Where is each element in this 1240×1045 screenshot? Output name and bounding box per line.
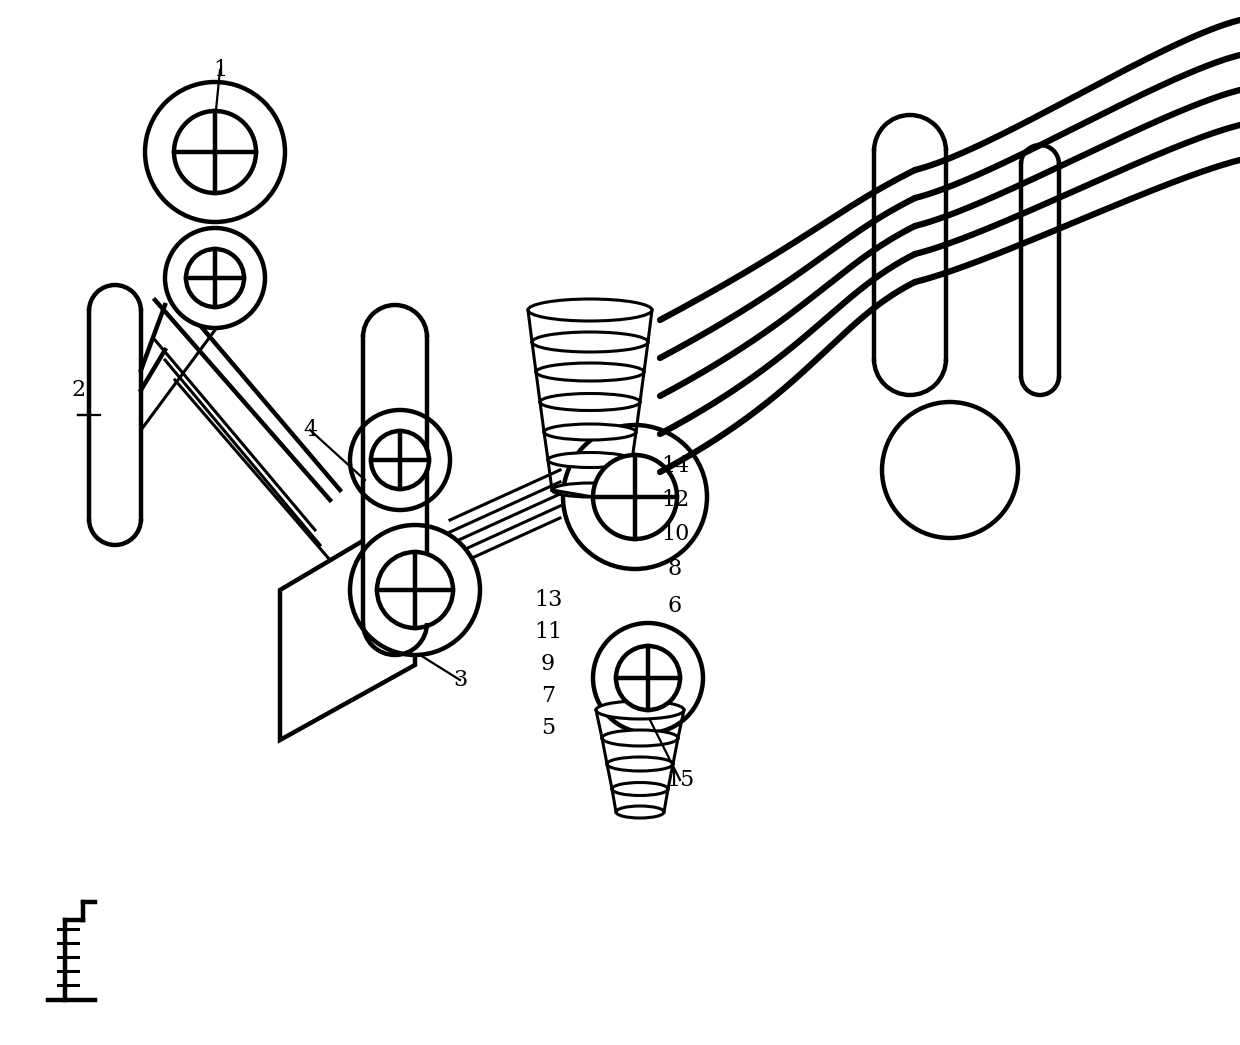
Text: 6: 6 <box>668 595 682 617</box>
Text: 9: 9 <box>541 653 556 675</box>
Ellipse shape <box>528 299 652 321</box>
Ellipse shape <box>552 483 627 497</box>
Ellipse shape <box>548 452 632 467</box>
Circle shape <box>563 425 707 568</box>
Text: 8: 8 <box>668 558 682 580</box>
Text: 4: 4 <box>303 419 317 441</box>
Text: 2: 2 <box>71 379 86 401</box>
FancyBboxPatch shape <box>363 336 427 623</box>
Ellipse shape <box>601 730 678 746</box>
Circle shape <box>186 249 244 307</box>
Ellipse shape <box>536 363 644 381</box>
Ellipse shape <box>539 394 640 411</box>
Circle shape <box>371 431 429 489</box>
FancyBboxPatch shape <box>89 311 141 519</box>
Circle shape <box>377 552 453 628</box>
Text: 7: 7 <box>541 686 556 707</box>
Ellipse shape <box>596 701 684 719</box>
Ellipse shape <box>613 783 668 795</box>
Polygon shape <box>280 510 415 740</box>
Ellipse shape <box>532 332 649 352</box>
Circle shape <box>145 82 285 222</box>
Circle shape <box>350 410 450 510</box>
Ellipse shape <box>544 424 636 440</box>
Circle shape <box>174 111 255 193</box>
Circle shape <box>350 525 480 655</box>
Ellipse shape <box>608 757 673 771</box>
FancyBboxPatch shape <box>874 150 946 359</box>
Circle shape <box>616 646 680 710</box>
Circle shape <box>593 455 677 539</box>
Text: 13: 13 <box>533 589 562 611</box>
Text: 3: 3 <box>453 669 467 691</box>
Text: 10: 10 <box>661 522 689 545</box>
Text: 11: 11 <box>534 621 562 643</box>
Ellipse shape <box>616 806 663 818</box>
Circle shape <box>882 402 1018 538</box>
Text: 12: 12 <box>661 489 689 511</box>
Circle shape <box>165 228 265 328</box>
Circle shape <box>593 623 703 733</box>
Text: 14: 14 <box>661 455 689 477</box>
Text: 15: 15 <box>666 769 694 791</box>
FancyBboxPatch shape <box>1021 164 1059 376</box>
Text: 5: 5 <box>541 717 556 739</box>
Text: 1: 1 <box>213 59 227 82</box>
